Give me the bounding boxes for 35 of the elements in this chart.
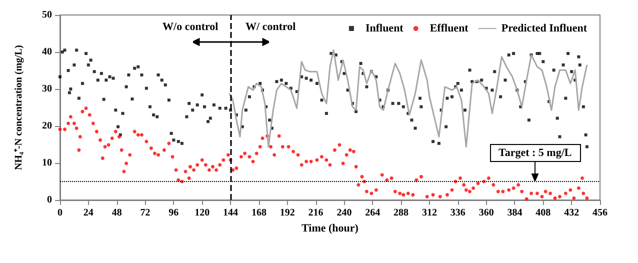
y-tick-label: 0: [47, 194, 52, 206]
legend-label: Effluent: [430, 22, 469, 34]
x-tick-label: 96: [168, 208, 179, 218]
y-tick-label: 10: [42, 158, 52, 168]
x-tick-label: 288: [394, 208, 409, 218]
y-tick-label: 20: [42, 120, 52, 132]
x-tick-label: 0: [58, 208, 62, 218]
legend-label: Influent: [365, 22, 404, 34]
x-tick-label: 192: [280, 208, 295, 218]
x-tick-label: 264: [365, 208, 380, 218]
y-axis-title: NH₄⁺-N concentration (mg/L): [14, 45, 24, 170]
x-tick-label: 432: [564, 208, 580, 218]
x-tick-label: 312: [422, 208, 437, 218]
x-tick-label: 360: [478, 208, 494, 218]
x-axis-title: Time (hour): [302, 222, 359, 234]
line-series: [228, 49, 588, 148]
x-tick-label: 168: [251, 208, 266, 218]
x-tick-label: 48: [112, 208, 122, 218]
x-tick-label: 144: [223, 208, 238, 218]
x-tick-label: 336: [450, 208, 466, 218]
annotation: W/ control: [246, 21, 296, 33]
legend-label: Predicted Influent: [501, 22, 588, 34]
x-tick-label: 216: [308, 208, 324, 218]
annotation: W/o control: [162, 21, 218, 33]
x-tick-label: 408: [536, 208, 551, 218]
x-tick-label: 384: [507, 208, 522, 218]
x-tick-label: 456: [592, 208, 608, 218]
x-tick-label: 120: [194, 208, 210, 218]
ref-line-label: Target : 5 mg/L: [490, 144, 581, 162]
y-tick-label: 50: [42, 10, 52, 20]
x-tick-label: 240: [336, 208, 352, 218]
y-tick-label: 40: [42, 46, 52, 58]
x-tick-label: 24: [83, 208, 94, 218]
y-tick-label: 30: [42, 84, 52, 94]
x-tick-label: 72: [140, 208, 150, 218]
